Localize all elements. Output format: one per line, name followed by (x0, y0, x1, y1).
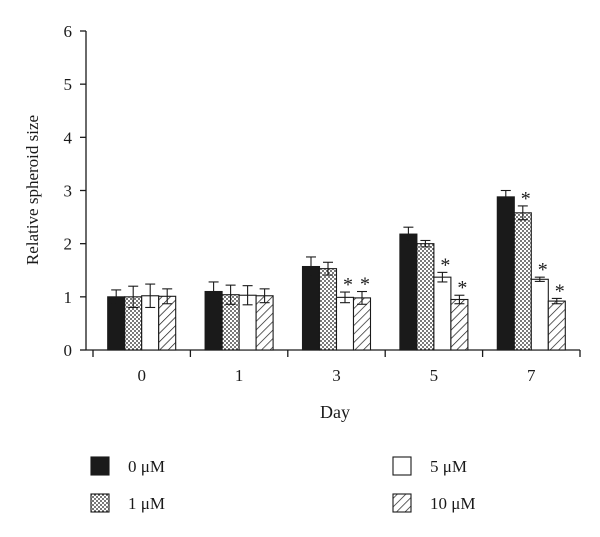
significance-marker: * (457, 277, 467, 299)
y-tick-label: 1 (64, 288, 73, 307)
y-tick-label: 6 (64, 22, 73, 41)
bar (513, 212, 532, 351)
legend-swatch (392, 456, 412, 476)
bar (318, 268, 338, 351)
x-tick-label: 7 (527, 366, 536, 385)
x-tick-label: 0 (137, 366, 146, 385)
legend-swatch (90, 456, 110, 476)
bar (301, 265, 321, 351)
y-tick-label: 3 (64, 182, 73, 201)
legend: 0 μM 5 μM 1 μM 10 μM (90, 456, 475, 513)
bar (107, 296, 126, 351)
significance-marker: * (440, 254, 450, 276)
y-tick-label: 0 (64, 341, 73, 360)
x-tick-label: 5 (430, 366, 439, 385)
y-tick-label: 5 (64, 75, 73, 94)
bar (352, 297, 372, 351)
legend-label: 5 μM (430, 457, 467, 476)
plot-area: 0 1 2 3 4 5 6 0 1 3 * * 5 * * 7 * * * (64, 22, 581, 385)
x-tick-label: 1 (235, 366, 244, 385)
significance-marker: * (555, 280, 565, 302)
bar (335, 296, 355, 351)
bar (450, 298, 469, 351)
bar (255, 295, 274, 351)
significance-marker: * (521, 188, 531, 210)
legend-label: 0 μM (128, 457, 165, 476)
legend-label: 10 μM (430, 494, 475, 513)
x-axis-label: Day (320, 402, 350, 422)
bar (530, 278, 549, 351)
significance-marker: * (343, 274, 353, 296)
y-tick-label: 4 (64, 128, 73, 147)
y-axis-label: Relative spheroid size (23, 115, 42, 265)
bar (399, 233, 418, 351)
significance-marker: * (538, 259, 548, 281)
bar (496, 196, 515, 351)
bar (158, 295, 177, 351)
legend-swatch (392, 493, 412, 513)
x-tick-label: 3 (332, 366, 341, 385)
bar (547, 300, 566, 351)
significance-marker: * (360, 274, 370, 296)
bar (416, 243, 435, 351)
bar (433, 276, 452, 351)
legend-swatch (90, 493, 110, 513)
y-tick-label: 2 (64, 235, 73, 254)
legend-label: 1 μM (128, 494, 165, 513)
